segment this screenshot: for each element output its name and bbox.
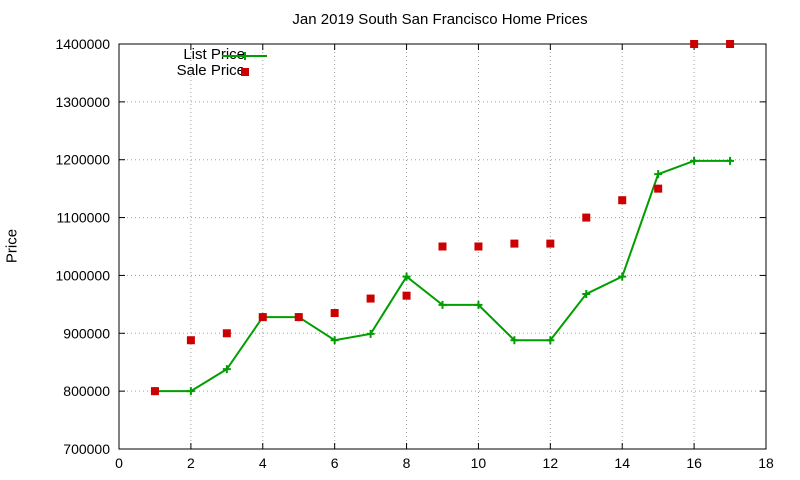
plot-frame: [118, 43, 767, 450]
list-price-point: [438, 300, 447, 309]
sale-price-point: [726, 40, 735, 48]
sale-price-point: [150, 387, 159, 396]
list-price-point: [474, 300, 483, 309]
list-price-point: [330, 336, 339, 345]
sale-price-point: [546, 239, 555, 248]
x-tick-label: 14: [614, 455, 630, 471]
x-tick-label: 0: [115, 455, 123, 471]
legend-list-price-marker: [241, 52, 249, 60]
sale-price-point: [474, 242, 483, 251]
sale-price-point: [222, 329, 231, 338]
sale-price-point: [618, 196, 627, 205]
list-price-point: [222, 365, 231, 374]
list-price-point: [618, 272, 627, 281]
list-price-point: [186, 387, 195, 396]
sale-price-point: [258, 313, 267, 322]
y-tick-label: 1300000: [55, 94, 110, 110]
x-tick-label: 8: [403, 455, 411, 471]
sale-price-point: [330, 309, 339, 318]
sale-price-point: [366, 294, 375, 303]
sale-price-point: [294, 313, 303, 322]
x-tick-label: 10: [471, 455, 487, 471]
list-price-point: [726, 156, 735, 165]
list-price-line: [154, 159, 731, 393]
sale-price-point: [690, 40, 699, 48]
y-tick-label: 1100000: [57, 210, 111, 226]
y-tick-label: 1400000: [55, 36, 110, 52]
list-price-point: [510, 336, 519, 345]
legend-label-sale-price: Sale Price: [176, 62, 245, 79]
list-price-point: [402, 272, 411, 281]
x-tick-label: 4: [259, 455, 267, 471]
sale-price-point: [654, 184, 663, 193]
sale-price-point: [402, 291, 411, 300]
y-tick-label: 900000: [63, 325, 110, 341]
x-tick-label: 16: [686, 455, 702, 471]
list-price-point: [582, 289, 591, 298]
x-tick-label: 18: [758, 455, 774, 471]
y-tick-label: 800000: [63, 383, 110, 399]
legend-sale-price-marker: [241, 68, 249, 76]
list-price-point: [690, 156, 699, 165]
chart-title: Jan 2019 South San Francisco Home Prices: [292, 11, 588, 28]
y-tick-label: 1200000: [55, 152, 110, 168]
list-price-point: [546, 336, 555, 345]
sale-price-point: [186, 336, 195, 345]
sale-price-point: [438, 242, 447, 251]
x-tick-label: 6: [331, 455, 339, 471]
y-tick-label: 1000000: [55, 267, 110, 283]
list-price-point: [654, 170, 663, 179]
x-tick-label: 2: [187, 455, 195, 471]
x-tick-label: 12: [543, 455, 559, 471]
legend-label-list-price: List Price: [183, 46, 245, 63]
list-price-point: [366, 329, 375, 338]
sale-price-point: [582, 213, 591, 222]
sale-price-point: [510, 239, 519, 248]
y-tick-label: 700000: [63, 441, 110, 457]
